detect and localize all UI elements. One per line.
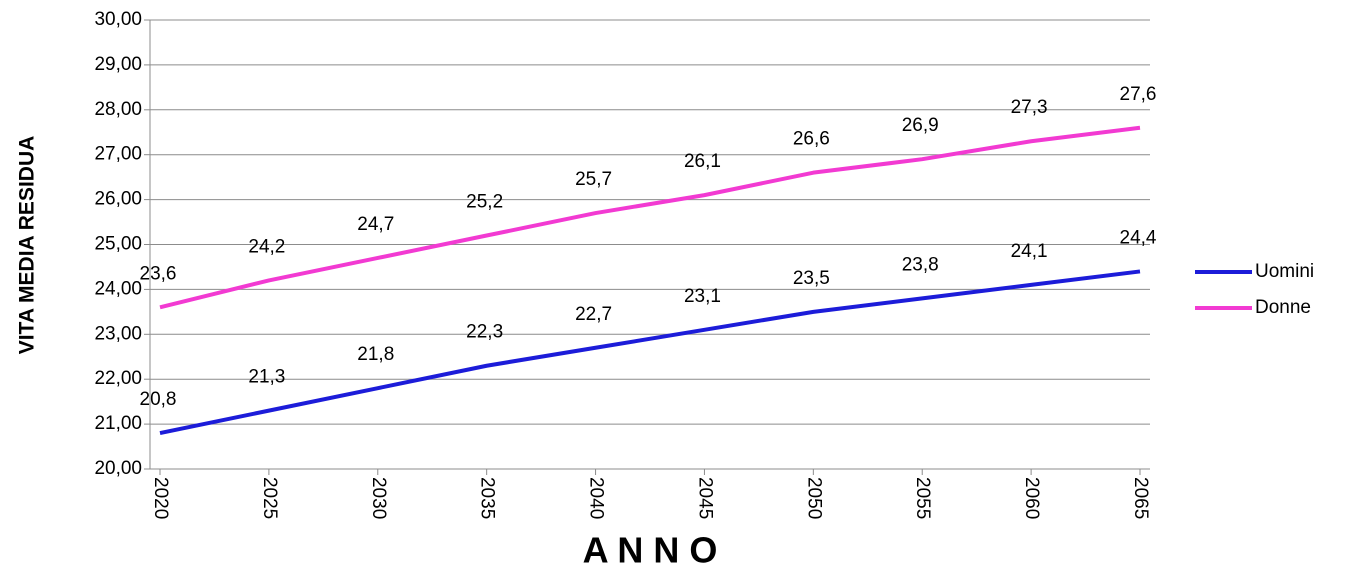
data-label: 27,6 [1120,84,1157,105]
legend-label: Donne [1255,297,1311,318]
x-tick-label: 2060 [1021,477,1042,519]
data-label: 25,7 [575,169,612,190]
y-tick-label: 29,00 [94,54,142,75]
series-line [159,125,1141,310]
x-tick-label: 2065 [1130,477,1151,519]
data-label: 23,5 [793,268,830,289]
data-label: 23,8 [902,254,939,275]
x-tick-label: 2040 [586,477,607,519]
y-tick-label: 30,00 [94,9,142,30]
legend-label: Uomini [1255,261,1314,282]
y-tick-label: 26,00 [94,189,142,210]
data-label: 21,3 [248,367,285,388]
y-tick-label: 24,00 [94,278,142,299]
x-tick-label: 2025 [259,477,280,519]
data-label: 22,7 [575,304,612,325]
series-line [159,269,1141,436]
data-label: 22,3 [466,322,503,343]
data-label: 24,1 [1011,241,1048,262]
data-label: 26,1 [684,151,721,172]
y-tick-label: 23,00 [94,323,142,344]
y-tick-label: 27,00 [94,144,142,165]
data-label: 21,8 [357,344,394,365]
y-tick-label: 22,00 [94,368,142,389]
x-tick-label: 2050 [803,477,824,519]
x-tick-label: 2055 [912,477,933,519]
y-tick-label: 28,00 [94,99,142,120]
data-label: 27,3 [1011,97,1048,118]
x-tick-label: 2030 [368,477,389,519]
data-label: 26,6 [793,129,830,150]
y-axis-title: VITA MEDIA RESIDUA [16,136,39,355]
data-label: 24,7 [357,214,394,235]
data-label: 25,2 [466,192,503,213]
data-label: 20,8 [140,389,177,410]
y-tick-label: 20,00 [94,458,142,479]
data-label: 23,6 [140,263,177,284]
data-label: 24,2 [248,236,285,257]
x-axis-title: A N N O [583,530,718,571]
data-label: 24,4 [1120,227,1157,248]
y-tick-label: 25,00 [94,234,142,255]
x-tick-label: 2020 [150,477,171,519]
x-tick-label: 2045 [694,477,715,519]
data-label: 26,9 [902,115,939,136]
x-tick-label: 2035 [477,477,498,519]
data-label: 23,1 [684,286,721,307]
y-tick-label: 21,00 [94,413,142,434]
